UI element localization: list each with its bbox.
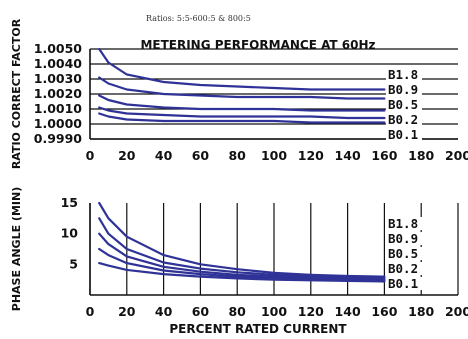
x-tick-label: 60: [192, 304, 210, 319]
legend-bg: [386, 217, 422, 230]
y-tick-label: 1.0050: [34, 41, 83, 56]
legend-bg: [386, 98, 422, 111]
legend-label: B0.1: [388, 276, 418, 291]
series-line-b0-5: [98, 232, 386, 281]
series-line-b0-9: [98, 217, 386, 279]
x-tick-label: 200: [445, 304, 468, 319]
x-tick-label: 20: [118, 148, 136, 163]
x-tick-label: 160: [371, 148, 397, 163]
legend-bg: [386, 68, 422, 81]
legend-bg: [386, 277, 422, 290]
x-tick-label: 140: [335, 148, 361, 163]
x-tick-label: 0: [86, 148, 95, 163]
legend-label: B1.8: [388, 67, 418, 82]
series-line-b0-9: [98, 76, 386, 100]
y-axis-label: PHASE ANGLE (MIN): [10, 187, 23, 311]
legend-label: B0.5: [388, 246, 418, 261]
legend-label: B1.8: [388, 216, 418, 231]
legend-label: B0.2: [388, 261, 418, 276]
ratio-chart: 0 20 40 60 80 100 120 140 160 180 2000.99901.00001…: [10, 18, 468, 169]
y-tick-label: 15: [61, 195, 78, 210]
legend-label: B0.1: [388, 127, 418, 142]
y-tick-label: 1.0030: [34, 71, 83, 86]
x-tick-label: 60: [192, 148, 210, 163]
legend-bg: [386, 232, 422, 245]
phase-chart: 0 20 40 60 80 100 120 140 160 180 200 5 10 15 PHASE AN…: [10, 187, 468, 336]
legend-label: B0.2: [388, 112, 418, 127]
x-tick-label: 20: [118, 304, 136, 319]
series-line-b1-8: [98, 201, 386, 278]
y-tick-label: 1.0040: [34, 56, 83, 71]
x-tick-label: 40: [155, 304, 173, 319]
x-tick-label: 200: [445, 148, 468, 163]
series-line-b1-8: [98, 47, 386, 91]
x-tick-label: 0: [86, 304, 95, 319]
y-tick-label: 10: [61, 226, 79, 241]
series-line-b0-5: [98, 94, 386, 112]
legend-bg: [386, 113, 422, 126]
x-tick-label: 80: [228, 148, 246, 163]
series-line-b0-2: [98, 247, 386, 282]
x-tick-label: 100: [261, 304, 287, 319]
x-tick-label: 140: [335, 304, 361, 319]
x-tick-label: 160: [371, 304, 397, 319]
y-tick-label: 1.0000: [34, 116, 83, 131]
legend-bg: [386, 83, 422, 96]
legend-bg: [386, 128, 422, 141]
y-tick-label: 1.0010: [34, 101, 83, 116]
x-tick-label: 180: [408, 304, 434, 319]
x-tick-label: 120: [298, 304, 324, 319]
x-tick-label: 80: [228, 304, 246, 319]
x-tick-label: 40: [155, 148, 173, 163]
legend-label: B0.9: [388, 231, 418, 246]
y-axis-label: RATIO CORRECT FACTOR: [10, 18, 23, 169]
x-axis-label: PERCENT RATED CURRENT: [169, 322, 347, 336]
series-line-b0-2: [98, 106, 386, 120]
series-line-b0-1: [98, 262, 386, 283]
x-tick-label: 120: [298, 148, 324, 163]
chart-title: METERING PERFORMANCE AT 60Hz: [140, 38, 375, 52]
x-tick-label: 100: [261, 148, 287, 163]
legend-bg: [386, 247, 422, 260]
legend-label: B0.9: [388, 82, 418, 97]
legend-label: B0.5: [388, 97, 418, 112]
x-tick-label: 180: [408, 148, 434, 163]
y-tick-label: 0.9990: [34, 131, 83, 146]
legend-bg: [386, 262, 422, 275]
y-tick-label: 5: [69, 256, 78, 271]
series-line-b0-1: [98, 112, 386, 124]
chart-caption: Ratios: 5:5-600:5 & 800:5: [146, 14, 251, 23]
y-tick-label: 1.0020: [34, 86, 83, 101]
